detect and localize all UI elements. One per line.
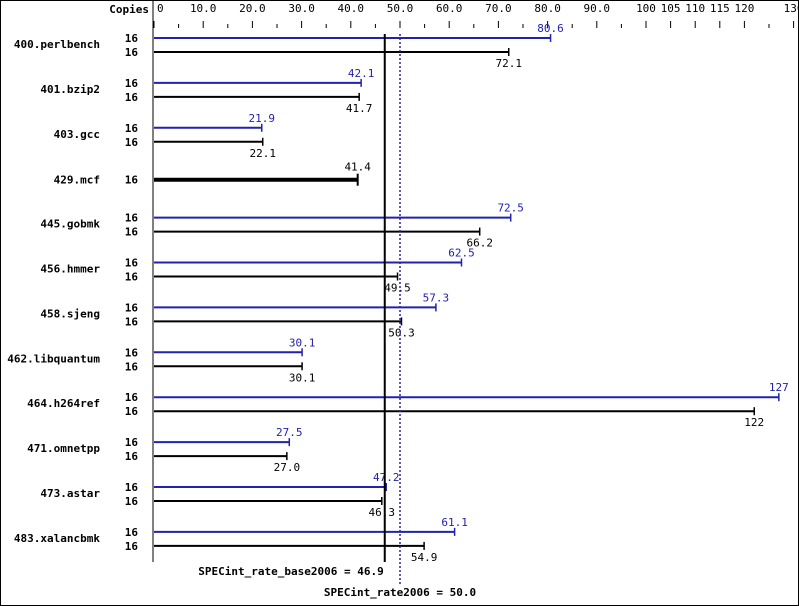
copies-header: Copies	[109, 3, 149, 16]
benchmark-name: 483.xalancbmk	[14, 532, 100, 545]
x-tick-label: 110	[685, 2, 705, 15]
peak-value-label: 42.1	[348, 67, 375, 80]
base-value-label: 41.7	[346, 102, 373, 115]
x-tick-label: 30.0	[288, 2, 315, 15]
peak-value-label: 21.9	[248, 112, 275, 125]
peak-value-label: 80.6	[537, 22, 564, 35]
benchmark-name: 429.mcf	[54, 174, 100, 187]
x-tick-label: 40.0	[338, 2, 365, 15]
benchmark-name: 401.bzip2	[40, 83, 100, 96]
base-copies: 16	[125, 46, 139, 59]
x-tick-label: 20.0	[239, 2, 266, 15]
peak-value-label: 72.5	[497, 202, 524, 215]
base-value-label: 66.2	[466, 237, 493, 250]
peak-copies: 16	[125, 32, 139, 45]
peak-copies: 16	[125, 77, 139, 90]
benchmark-name: 403.gcc	[54, 128, 100, 141]
base-copies: 16	[125, 360, 139, 373]
base-value-label: 54.9	[411, 551, 438, 564]
base-copies: 16	[125, 540, 139, 553]
x-tick-label: 50.0	[387, 2, 414, 15]
x-tick-label: 10.0	[190, 2, 217, 15]
x-tick-label: 130	[784, 2, 799, 15]
base-copies: 16	[125, 136, 139, 149]
peak-copies: 16	[125, 346, 139, 359]
base-copies: 16	[125, 495, 139, 508]
base-copies: 16	[125, 174, 139, 187]
base-copies: 16	[125, 315, 139, 328]
base-value-label: 49.5	[384, 282, 411, 295]
base-value-label: 50.3	[388, 326, 415, 339]
benchmark-name: 462.libquantum	[7, 352, 100, 365]
peak-value-label: 27.5	[276, 426, 303, 439]
benchmark-name: 456.hmmer	[40, 263, 100, 276]
peak-value-label: 47.2	[373, 471, 400, 484]
x-tick-label: 120	[734, 2, 754, 15]
base-value-label: 30.1	[289, 371, 316, 384]
base-copies: 16	[125, 405, 139, 418]
base-copies: 16	[125, 91, 139, 104]
base-copies: 16	[125, 450, 139, 463]
base-value-label: 22.1	[249, 147, 276, 160]
x-tick-label: 115	[710, 2, 730, 15]
peak-mean-label: SPECint_rate2006 = 50.0	[324, 586, 476, 599]
peak-copies: 16	[125, 481, 139, 494]
peak-value-label: 62.5	[448, 247, 475, 260]
peak-copies: 16	[125, 301, 139, 314]
x-tick-label: 0	[157, 2, 164, 15]
peak-copies: 16	[125, 122, 139, 135]
peak-value-label: 30.1	[289, 336, 316, 349]
base-value-label: 41.4	[344, 161, 371, 174]
benchmark-name: 473.astar	[40, 487, 100, 500]
base-copies: 16	[125, 226, 139, 239]
peak-copies: 16	[125, 212, 139, 225]
base-value-label: 122	[744, 416, 764, 429]
base-value-label: 72.1	[495, 57, 522, 70]
base-copies: 16	[125, 271, 139, 284]
peak-copies: 16	[125, 391, 139, 404]
benchmark-name: 400.perlbench	[14, 38, 100, 51]
x-tick-label: 100	[636, 2, 656, 15]
peak-copies: 16	[125, 257, 139, 270]
x-tick-label: 105	[661, 2, 681, 15]
x-tick-label: 80.0	[534, 2, 561, 15]
peak-value-label: 57.3	[423, 291, 450, 304]
peak-copies: 16	[125, 526, 139, 539]
peak-value-label: 127	[769, 381, 789, 394]
x-tick-label: 70.0	[485, 2, 512, 15]
x-tick-label: 90.0	[584, 2, 611, 15]
benchmark-row: 429.mcf 16 41.4	[54, 161, 372, 187]
benchmark-name: 471.omnetpp	[27, 442, 100, 455]
benchmark-name: 458.sjeng	[40, 307, 100, 320]
base-value-label: 27.0	[274, 461, 301, 474]
base-mean-label: SPECint_rate_base2006 = 46.9	[198, 565, 383, 578]
peak-copies: 16	[125, 436, 139, 449]
base-value-label: 46.3	[369, 506, 396, 519]
x-tick-label: 60.0	[436, 2, 463, 15]
peak-value-label: 61.1	[441, 516, 468, 529]
benchmark-name: 464.h264ref	[27, 397, 100, 410]
benchmark-name: 445.gobmk	[40, 218, 100, 231]
